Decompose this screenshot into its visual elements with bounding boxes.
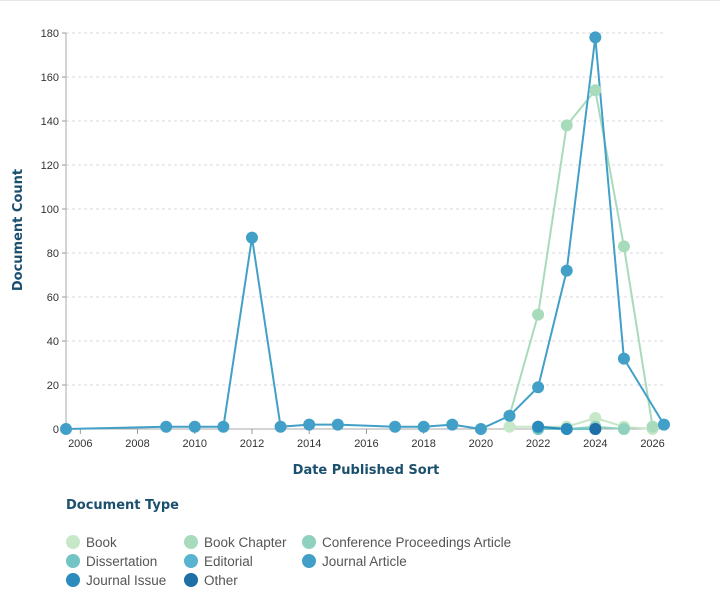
legend-swatch — [66, 554, 80, 568]
legend-label: Other — [204, 572, 238, 588]
y-tick-label: 180 — [41, 28, 59, 40]
legend-label: Journal Issue — [86, 572, 167, 588]
legend-swatch — [184, 535, 198, 549]
x-tick-label: 2022 — [526, 438, 550, 450]
x-tick-label: 2012 — [240, 438, 264, 450]
legend-label: Journal Article — [322, 553, 407, 569]
x-tick-label: 2006 — [68, 438, 92, 450]
data-point-journal-article[interactable] — [303, 418, 316, 431]
y-tick-label: 100 — [41, 204, 59, 216]
series-line-journal-article — [65, 36, 665, 430]
x-tick-label: 2020 — [469, 438, 493, 450]
data-point-journal-article[interactable] — [188, 420, 201, 433]
data-point-journal-article[interactable] — [532, 381, 545, 394]
legend-title: Document Type — [66, 498, 179, 513]
data-point-journal-article[interactable] — [560, 264, 573, 277]
y-tick-label: 140 — [41, 116, 59, 128]
data-point-conference-proceedings-article[interactable] — [617, 423, 630, 435]
data-point-journal-article[interactable] — [589, 31, 602, 44]
data-point-journal-article[interactable] — [474, 423, 487, 435]
axes — [65, 33, 664, 430]
data-point-journal-article[interactable] — [417, 420, 430, 433]
data-point-journal-article[interactable] — [245, 231, 258, 244]
x-tick-label: 2008 — [125, 438, 149, 450]
x-tick-label: 2024 — [583, 438, 607, 450]
data-point-book-chapter[interactable] — [646, 420, 659, 433]
x-axis-title: Date Published Sort — [293, 463, 440, 478]
legend-swatch — [184, 554, 198, 568]
data-point-book-chapter[interactable] — [589, 84, 602, 97]
x-axis-ticks: 2006 2008 2010 2012 2014 2016 2018 2020 2022 2024… — [68, 429, 665, 450]
legend-label: Book — [86, 534, 117, 550]
top-divider — [0, 0, 720, 1]
legend-label: Conference Proceedings Article — [322, 534, 512, 550]
data-point-journal-article[interactable] — [389, 420, 402, 433]
y-tick-label: 160 — [41, 72, 59, 84]
legend-items: Book Book Chapter Conference Proceedings A… — [66, 533, 686, 589]
legend-swatch — [302, 554, 316, 568]
legend-item-journal-issue[interactable]: Journal Issue — [66, 571, 184, 589]
series-line-book-chapter — [508, 89, 654, 427]
legend-swatch — [66, 573, 80, 587]
data-point-book-chapter[interactable] — [532, 308, 545, 321]
y-axis-title: Document Count — [11, 169, 26, 291]
data-point-journal-article[interactable] — [217, 420, 230, 433]
line-chart: 0 20 40 60 80 100 120 140 160 180 2006 2008 2010 201… — [11, 28, 670, 478]
data-point-book-chapter[interactable] — [617, 240, 630, 253]
x-tick-label: 2026 — [640, 438, 664, 450]
series-points[interactable] — [60, 31, 670, 435]
data-point-journal-article[interactable] — [160, 420, 173, 433]
legend-item-book[interactable]: Book — [66, 533, 184, 551]
y-tick-label: 20 — [47, 380, 59, 392]
data-point-journal-issue[interactable] — [560, 423, 573, 435]
data-point-journal-article[interactable] — [617, 352, 630, 365]
y-tick-label: 60 — [47, 292, 59, 304]
data-point-journal-article[interactable] — [446, 418, 459, 431]
legend-item-conference-proceedings-article[interactable]: Conference Proceedings Article — [302, 533, 542, 551]
y-axis-ticks: 0 20 40 60 80 100 120 140 160 180 — [41, 28, 66, 436]
data-point-journal-article[interactable] — [658, 418, 670, 431]
x-tick-label: 2010 — [183, 438, 207, 450]
data-point-journal-issue[interactable] — [532, 420, 545, 433]
data-point-journal-article[interactable] — [503, 409, 516, 422]
data-point-journal-article[interactable] — [331, 418, 344, 431]
data-point-book-chapter[interactable] — [560, 119, 573, 132]
y-tick-label: 40 — [47, 336, 59, 348]
x-tick-label: 2016 — [354, 438, 378, 450]
legend-item-book-chapter[interactable]: Book Chapter — [184, 533, 302, 551]
y-tick-label: 80 — [47, 248, 59, 260]
series-lines — [65, 36, 665, 430]
legend-label: Book Chapter — [204, 534, 287, 550]
legend-item-journal-article[interactable]: Journal Article — [302, 552, 542, 570]
legend-label: Editorial — [204, 553, 253, 569]
x-tick-label: 2018 — [411, 438, 435, 450]
data-point-journal-article[interactable] — [274, 420, 287, 433]
y-tick-label: 0 — [53, 424, 59, 436]
y-tick-label: 120 — [41, 160, 59, 172]
data-point-journal-article[interactable] — [60, 423, 72, 435]
legend-swatch — [302, 535, 316, 549]
legend-swatch — [184, 573, 198, 587]
data-point-other[interactable] — [589, 423, 602, 435]
legend-item-dissertation[interactable]: Dissertation — [66, 552, 184, 570]
x-tick-label: 2014 — [297, 438, 321, 450]
legend-swatch — [66, 535, 80, 549]
data-point-book[interactable] — [503, 420, 516, 433]
legend: Document Type Book Book Chapter Conference… — [66, 498, 686, 589]
legend-item-other[interactable]: Other — [184, 571, 302, 589]
legend-item-editorial[interactable]: Editorial — [184, 552, 302, 570]
legend-label: Dissertation — [86, 553, 158, 569]
